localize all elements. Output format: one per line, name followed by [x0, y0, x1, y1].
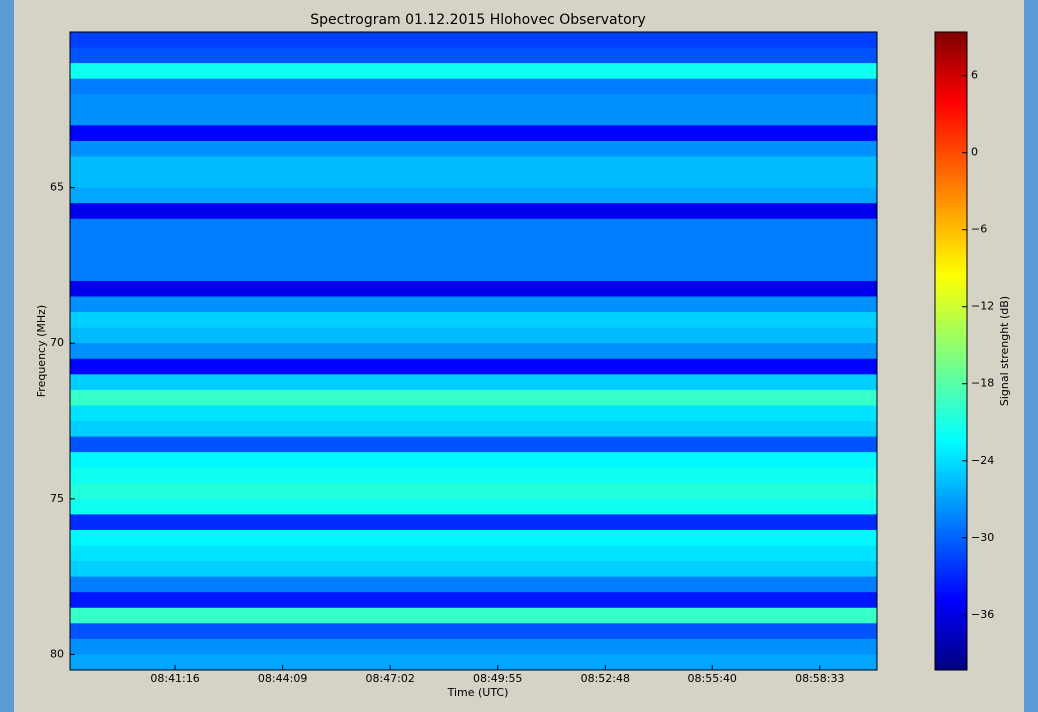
spectrogram-row	[70, 576, 877, 593]
spectrogram-row	[70, 607, 877, 624]
spectrogram-row	[70, 343, 877, 360]
spectrogram-row	[70, 32, 877, 49]
colorbar-tick-label: −30	[971, 531, 994, 544]
y-tick-label: 65	[50, 181, 64, 194]
spectrogram-row	[70, 421, 877, 438]
spectrogram-row	[70, 405, 877, 422]
spectrogram-row	[70, 529, 877, 547]
spectrogram-row	[70, 483, 877, 500]
colorbar-tick-label: 0	[971, 146, 978, 159]
x-tick-label: 08:44:09	[258, 672, 307, 685]
spectrogram-row	[70, 389, 877, 406]
spectrogram-row	[70, 47, 877, 64]
spectrogram-row	[70, 358, 877, 375]
colorbar-label: Signal strenght (dB)	[998, 296, 1011, 406]
x-tick-label: 08:58:33	[795, 672, 844, 685]
spectrogram-row	[70, 140, 877, 157]
y-tick-label: 75	[50, 492, 64, 505]
colorbar-tick-label: −24	[971, 454, 994, 467]
spectrogram-row	[70, 654, 877, 671]
spectrogram-row	[70, 218, 877, 235]
spectrogram-row	[70, 234, 877, 251]
colorbar-tick-label: −12	[971, 300, 994, 313]
spectrogram-row	[70, 327, 877, 344]
spectrogram-row	[70, 249, 877, 266]
colorbar-tick-label: −18	[971, 377, 994, 390]
spectrogram-row	[70, 203, 877, 220]
x-tick-label: 08:47:02	[365, 672, 414, 685]
y-tick-label: 70	[50, 336, 64, 349]
spectrogram-row	[70, 296, 877, 313]
spectrogram-row	[70, 280, 877, 298]
plot-frame	[69, 31, 878, 671]
spectrogram-row	[70, 172, 877, 189]
x-tick-label: 08:41:16	[150, 672, 199, 685]
spectrogram-row	[70, 156, 877, 173]
spectrogram-row	[70, 187, 877, 204]
x-tick-label: 08:55:40	[688, 672, 737, 685]
y-tick-label: 80	[50, 647, 64, 660]
spectrogram-row	[70, 109, 877, 126]
y-axis-label: Frequency (MHz)	[35, 305, 48, 397]
spectrogram-row	[70, 452, 877, 469]
spectrogram-row	[70, 63, 877, 80]
spectrogram-row	[70, 623, 877, 640]
spectrogram-row	[70, 125, 877, 142]
spectrogram-row	[70, 312, 877, 329]
spectrogram-row	[70, 94, 877, 111]
colorbar-tick-label: −6	[971, 223, 987, 236]
spectrogram-row	[70, 561, 877, 578]
x-axis-label: Time (UTC)	[447, 686, 509, 699]
x-tick-label: 08:52:48	[581, 672, 630, 685]
spectrogram-row	[70, 592, 877, 609]
spectrogram-row	[70, 545, 877, 562]
chart-title: Spectrogram 01.12.2015 Hlohovec Observat…	[310, 12, 646, 28]
spectrogram-row	[70, 514, 877, 531]
spectrogram-row	[70, 436, 877, 453]
spectrogram-row	[70, 78, 877, 95]
x-tick-label: 08:49:55	[473, 672, 522, 685]
colorbar-tick-label: −36	[971, 608, 994, 621]
colorbar	[934, 31, 968, 671]
spectrogram-row	[70, 374, 877, 391]
spectrogram-row	[70, 638, 877, 655]
spectrogram-row	[70, 498, 877, 515]
spectrogram-row	[70, 467, 877, 484]
spectrogram-row	[70, 265, 877, 282]
colorbar-tick-label: 6	[971, 69, 978, 82]
